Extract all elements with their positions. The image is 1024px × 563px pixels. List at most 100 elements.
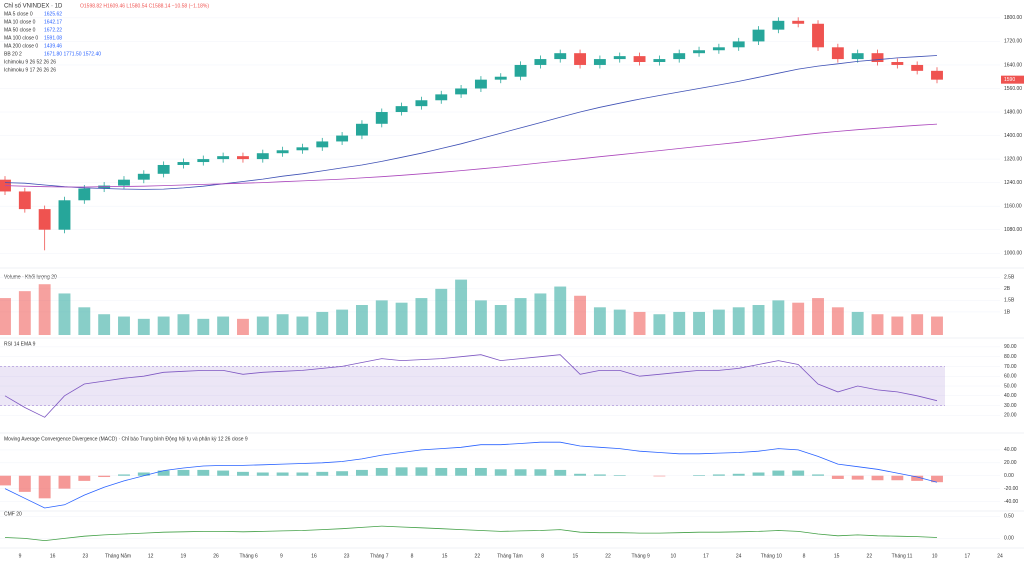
volume-bar: [712, 309, 725, 335]
candle-body: [633, 56, 646, 63]
y-tick-label: 20.00: [1004, 460, 1017, 466]
candle-body: [712, 47, 725, 51]
x-tick-label: 12: [148, 553, 154, 559]
y-tick-label: 1800.00: [1004, 15, 1022, 21]
x-tick-label: Tháng Năm: [105, 553, 131, 559]
volume-bar: [772, 300, 785, 335]
macd-histogram: [78, 475, 91, 481]
macd-histogram: [375, 467, 388, 476]
y-tick-label: 70.00: [1004, 364, 1017, 370]
y-tick-label: 1560.00: [1004, 86, 1022, 92]
y-tick-label: 50.00: [1004, 383, 1017, 389]
candle-body: [118, 179, 130, 186]
x-tick-label: 15: [442, 553, 448, 559]
volume-bar: [891, 316, 904, 335]
macd-histogram: [693, 475, 705, 476]
x-tick-label: 22: [605, 553, 611, 559]
candle-body: [316, 141, 329, 148]
x-tick-label: Tháng 10: [761, 553, 782, 559]
volume-bar: [792, 302, 805, 335]
candle-body: [772, 20, 785, 30]
indicator-value: 1672.22: [44, 27, 62, 33]
volume-bar: [296, 316, 309, 335]
macd-histogram: [58, 475, 71, 489]
volume-bar: [514, 298, 527, 335]
macd-histogram: [831, 475, 844, 479]
volume-bar: [355, 305, 368, 335]
macd-histogram: [772, 470, 785, 476]
x-tick-label: 16: [50, 553, 56, 559]
macd-histogram: [0, 475, 11, 486]
macd-histogram: [653, 475, 666, 477]
volume-bar: [693, 311, 705, 335]
volume-bar: [851, 311, 864, 335]
macd-histogram: [812, 474, 824, 476]
macd-histogram: [613, 475, 626, 476]
candle-body: [375, 112, 388, 124]
volume-bar: [237, 318, 249, 335]
macd-histogram: [752, 472, 765, 476]
indicator-value: 1439.46: [44, 43, 62, 49]
macd-histogram: [157, 470, 170, 476]
volume-bar: [18, 291, 31, 335]
candle-body: [415, 100, 428, 107]
x-tick-label: 24: [997, 553, 1003, 559]
candle-body: [732, 41, 745, 48]
indicator-name: BB 20 2: [4, 51, 22, 57]
candle-body: [455, 88, 468, 95]
y-tick-label: 1000.00: [1004, 251, 1022, 257]
macd-histogram: [256, 472, 269, 476]
indicator-value: 1642.17: [44, 19, 62, 25]
candle-body: [217, 156, 230, 160]
x-tick-label: Tháng 7: [370, 553, 389, 559]
macd-histogram: [355, 469, 368, 476]
candle-body: [177, 162, 190, 165]
volume-bar: [474, 300, 487, 335]
indicator-value: 1625.62: [44, 11, 62, 17]
candle-body: [554, 53, 567, 60]
macd-histogram: [474, 467, 487, 476]
volume-bar: [118, 316, 130, 335]
volume-bar: [554, 286, 567, 335]
macd-histogram: [593, 474, 606, 476]
candle-body: [355, 123, 368, 136]
indicator-name: MA 50 close 0: [4, 27, 36, 33]
indicator-value: 1591.08: [44, 35, 62, 41]
y-tick-label: 1240.00: [1004, 180, 1022, 186]
volume-bar: [137, 318, 150, 335]
macd-histogram: [118, 474, 130, 476]
series-line: [4, 354, 938, 418]
pane-title: Moving Average Convergence Divergence (M…: [4, 435, 248, 442]
y-tick-label: 40.00: [1004, 393, 1017, 399]
volume-bar: [157, 316, 170, 335]
x-tick-label: 8: [411, 553, 414, 559]
y-tick-label: -40.00: [1004, 499, 1018, 505]
volume-bar: [415, 298, 428, 335]
macd-histogram: [534, 469, 547, 476]
macd-histogram: [276, 472, 289, 476]
x-tick-label: Tháng 11: [892, 553, 913, 559]
candle-body: [812, 23, 824, 48]
x-tick-label: 16: [311, 553, 317, 559]
volume-bar: [673, 311, 686, 335]
y-tick-label: 60.00: [1004, 374, 1017, 380]
macd-histogram: [98, 475, 111, 478]
macd-histogram: [237, 471, 249, 476]
macd-histogram: [177, 469, 190, 476]
macd-histogram: [38, 475, 51, 499]
macd-histogram: [316, 471, 329, 476]
volume-bar: [38, 284, 51, 335]
last-price: 1590: [1004, 77, 1015, 83]
last-price-box: [1001, 75, 1024, 84]
volume-bar: [871, 314, 884, 335]
volume-bar: [435, 288, 448, 335]
volume-bar: [197, 318, 210, 335]
macd-histogram: [574, 473, 587, 476]
y-tick-label: 2B: [1004, 286, 1011, 292]
indicator-name: MA 10 close 0: [4, 19, 36, 25]
candle-body: [673, 53, 686, 60]
candle-body: [613, 56, 626, 60]
volume-bar: [256, 316, 269, 335]
x-tick-label: 10: [671, 553, 677, 559]
